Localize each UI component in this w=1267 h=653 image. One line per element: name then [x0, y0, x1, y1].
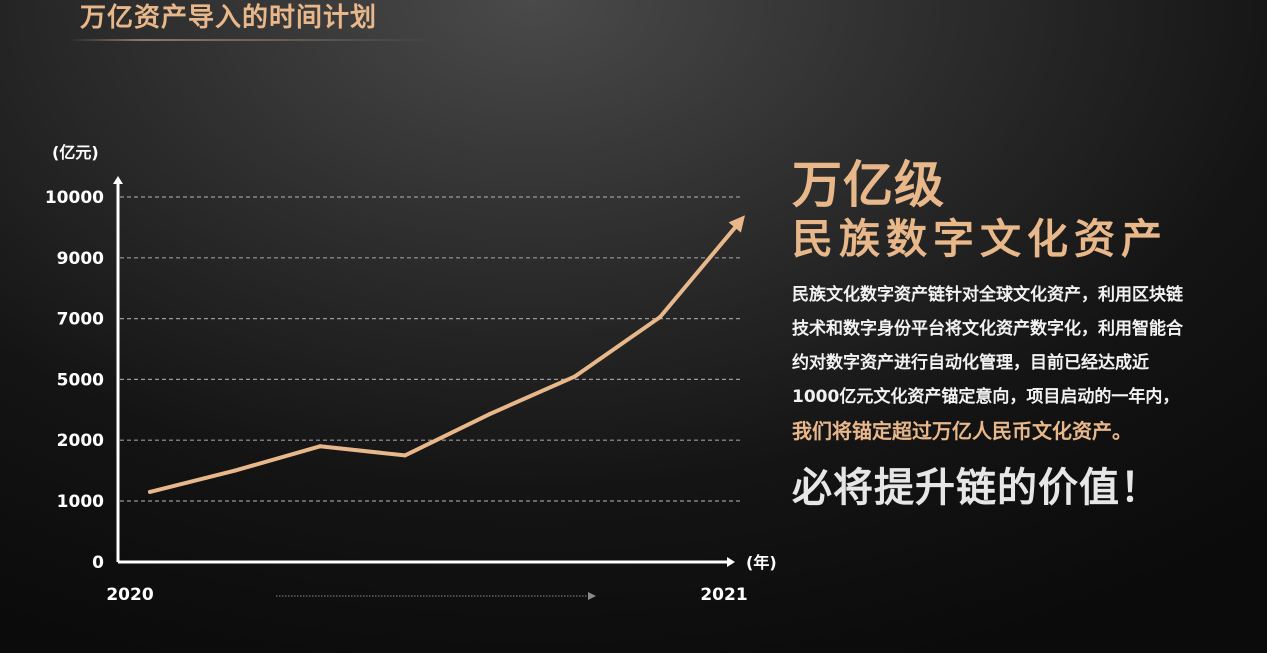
timeline-arrowhead: [588, 592, 596, 600]
x-axis-unit-label: (年): [746, 553, 777, 572]
data-point-6: [658, 315, 662, 320]
y-tick-label-10000: 10000: [45, 188, 104, 208]
data-point-2: [318, 444, 322, 449]
x-tick-label-2021: 2021: [700, 585, 747, 605]
title-underline: [68, 39, 438, 41]
description-highlight: 我们将锚定超过万亿人民币文化资产。: [792, 419, 1132, 443]
description-text: 民族文化数字资产链针对全球文化资产，利用区块链技术和数字身份平台将文化资产数字化…: [792, 285, 1183, 407]
series-arrowhead: [728, 215, 745, 233]
y-tick-label-5000: 5000: [57, 370, 104, 390]
y-tick-label-7000: 7000: [57, 310, 104, 330]
data-point-4: [488, 411, 492, 416]
data-point-0: [148, 489, 152, 494]
y-tick-label-1000: 1000: [57, 492, 104, 512]
y-tick-label-2000: 2000: [57, 431, 104, 451]
line-chart: 0 1000 2000 5000 7000 9000 10000 (亿元) (年) 2020 202…: [45, 143, 777, 605]
data-point-3: [403, 453, 407, 458]
headline-trillion: 万亿级: [792, 156, 945, 214]
y-axis-arrow: [113, 176, 123, 184]
x-tick-label-2020: 2020: [106, 585, 153, 605]
slide-title: 万亿资产导入的时间计划: [80, 3, 378, 33]
description-paragraph: 民族文化数字资产链针对全球文化资产，利用区块链技术和数字身份平台将文化资产数字化…: [792, 278, 1192, 450]
data-point-5: [573, 374, 577, 379]
data-point-1: [233, 468, 237, 473]
headline-national-digital-assets: 民族数字文化资产: [792, 215, 1168, 263]
y-axis-unit-label: (亿元): [52, 143, 99, 162]
y-tick-label-9000: 9000: [57, 249, 104, 269]
right-panel: 万亿级 民族数字文化资产 民族文化数字资产链针对全球文化资产，利用区块链技术和数…: [792, 156, 1262, 512]
slogan: 必将提升链的价值！: [792, 465, 1161, 511]
y-tick-label-0: 0: [92, 553, 104, 573]
series-line: [148, 223, 739, 494]
x-axis-arrow: [727, 557, 735, 567]
